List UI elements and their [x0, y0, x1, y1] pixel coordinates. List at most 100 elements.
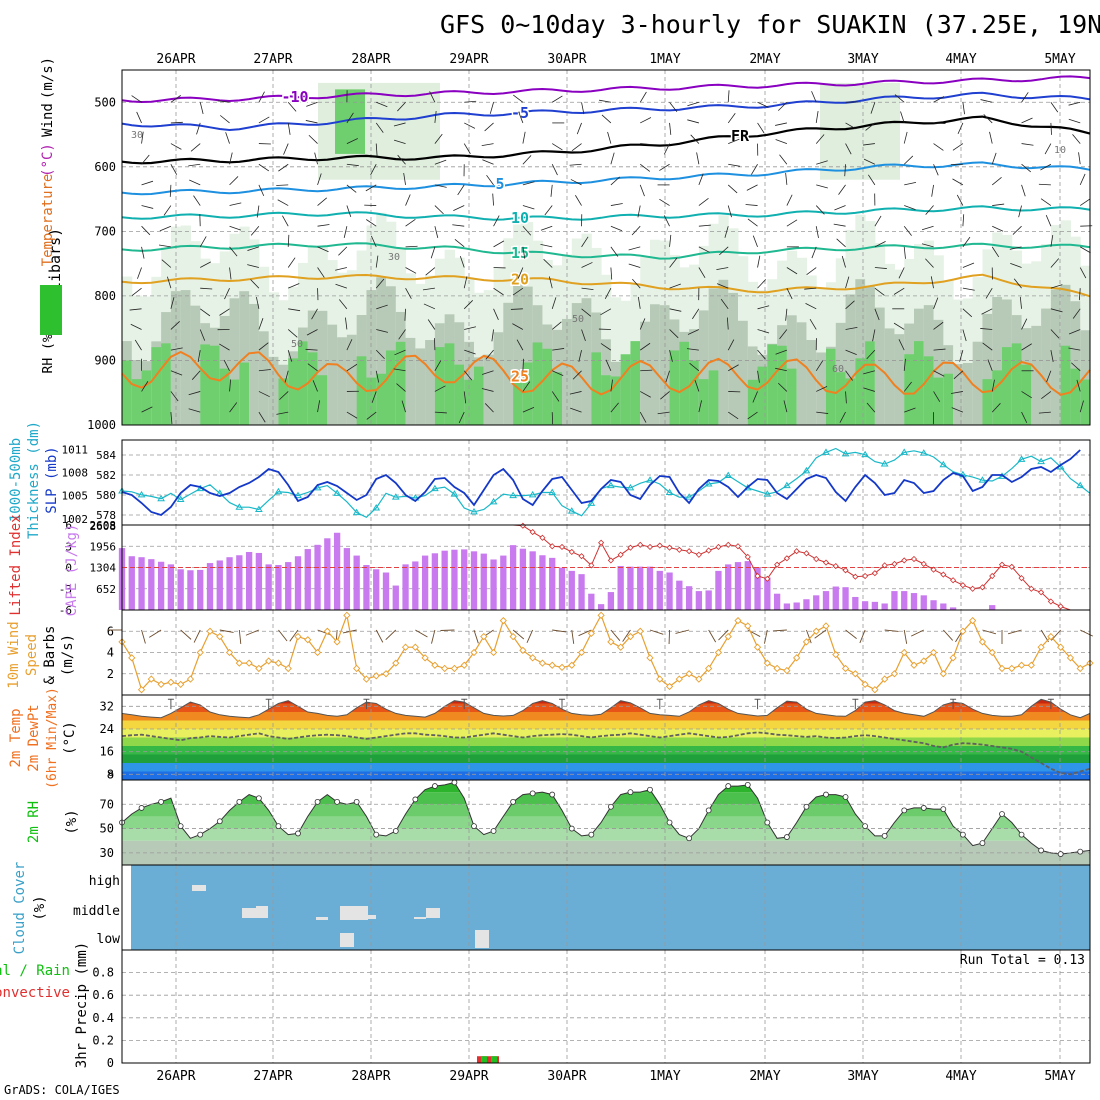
li-point: [950, 577, 957, 584]
rh-cell-green: [689, 360, 700, 425]
isotherm-line: [121, 350, 1091, 396]
rh-cell-light: [953, 299, 964, 425]
wind-barb: [610, 225, 623, 232]
temp-tick-label: 8: [107, 767, 114, 781]
wind-barb: [925, 205, 934, 215]
wind-barb: [903, 246, 906, 259]
li-point: [920, 560, 927, 568]
rh-point: [725, 783, 732, 789]
wind-speed-point: [773, 664, 781, 673]
wind-barb: [669, 308, 682, 312]
wind-barb: [716, 283, 729, 289]
slp-point: [333, 489, 341, 496]
isotherm-label: 10: [511, 209, 529, 227]
surface-wind-barb: [859, 629, 866, 644]
wind-barb: [283, 143, 289, 155]
wind-speed-point: [939, 670, 947, 678]
wind-barb: [375, 255, 379, 268]
wind-barb: [1078, 288, 1081, 301]
li-point: [637, 541, 644, 548]
wind-speed-point: [529, 654, 537, 662]
cape-bar: [549, 557, 556, 610]
wind-barb: [571, 143, 582, 152]
wind-barb: [287, 102, 297, 112]
cape-bar: [676, 580, 683, 610]
surface-wind-barb: [571, 629, 575, 644]
rh-point: [1057, 851, 1064, 857]
cape-bar: [382, 572, 390, 610]
rh-point: [764, 819, 771, 826]
cloud-cell: [340, 933, 354, 947]
rh-cell-green: [356, 356, 367, 425]
temperature-label: Temperature: [40, 174, 56, 267]
wind-barb: [482, 370, 494, 375]
wind-barb: [482, 159, 494, 165]
surface-wind-barb: [942, 629, 954, 641]
wind-barb: [1079, 267, 1087, 279]
temp-extra-tick: 9: [108, 770, 114, 781]
wind-barb: [694, 379, 700, 392]
rh-point: [138, 805, 145, 811]
wind-barb: [841, 255, 846, 268]
wind-barb: [492, 193, 494, 206]
li-point: [695, 551, 702, 558]
wind-barb: [925, 258, 934, 268]
wind-barb: [170, 143, 182, 150]
wind-barb: [1050, 122, 1052, 135]
wind-barb: [757, 255, 761, 268]
rh-cell-green: [122, 360, 133, 425]
wind-speed-point: [1027, 661, 1035, 669]
li-point: [989, 572, 996, 580]
cape-bar: [568, 570, 575, 610]
wind-barb: [190, 143, 201, 152]
wind-barb: [1050, 350, 1054, 362]
cape-bar: [255, 552, 263, 610]
li-point: [842, 567, 849, 574]
wind-barb: [1021, 391, 1032, 399]
rh-cell-green: [757, 366, 768, 425]
slp-point: [255, 505, 263, 513]
rh-cell-green: [1060, 345, 1071, 425]
wind-speed-point: [1057, 643, 1065, 651]
cape-bar: [128, 556, 135, 610]
rh-point: [803, 803, 810, 810]
rh-cell-mid: [953, 364, 964, 425]
wind-barb: [247, 264, 259, 268]
wind-speed-point: [235, 659, 243, 667]
wind-barb: [639, 411, 647, 423]
rh-cell-green: [708, 370, 719, 425]
wind-barb: [405, 267, 417, 274]
wind-barb: [305, 348, 318, 351]
cape-bar: [333, 532, 341, 610]
wind-barb: [522, 131, 526, 144]
rh-cell-mid: [855, 279, 866, 425]
wind-barb: [393, 139, 406, 144]
wind-speed-point: [411, 643, 419, 651]
wind-speed-point: [147, 675, 155, 683]
wind-barb: [785, 308, 788, 321]
wind-barb: [544, 205, 553, 216]
cape-bar: [989, 605, 996, 610]
wind-speed-point: [225, 648, 234, 657]
wind-speed-point: [382, 670, 390, 678]
wind-barb: [1068, 101, 1081, 106]
wind-speed-point: [617, 643, 625, 651]
rh-cell-green: [835, 372, 847, 425]
date-label-top: 3MAY: [847, 52, 878, 67]
wind-barb: [543, 258, 553, 268]
wind-barb: [728, 138, 740, 144]
rh-legend-label: RH (%): [41, 327, 56, 374]
slp-point: [587, 499, 596, 506]
wind-barb: [454, 238, 465, 248]
wind-barb: [921, 243, 934, 248]
wind-barb: [845, 349, 857, 355]
wind-barb: [170, 370, 183, 376]
rh-contour-label: 30: [388, 252, 400, 263]
wind-barb: [747, 411, 758, 420]
rh-cell-green: [376, 373, 387, 425]
wind-barb: [459, 256, 465, 268]
wind-barb: [276, 184, 289, 186]
cape-bar: [392, 585, 399, 610]
wind-barb: [639, 342, 651, 351]
wind-barb: [669, 283, 681, 289]
